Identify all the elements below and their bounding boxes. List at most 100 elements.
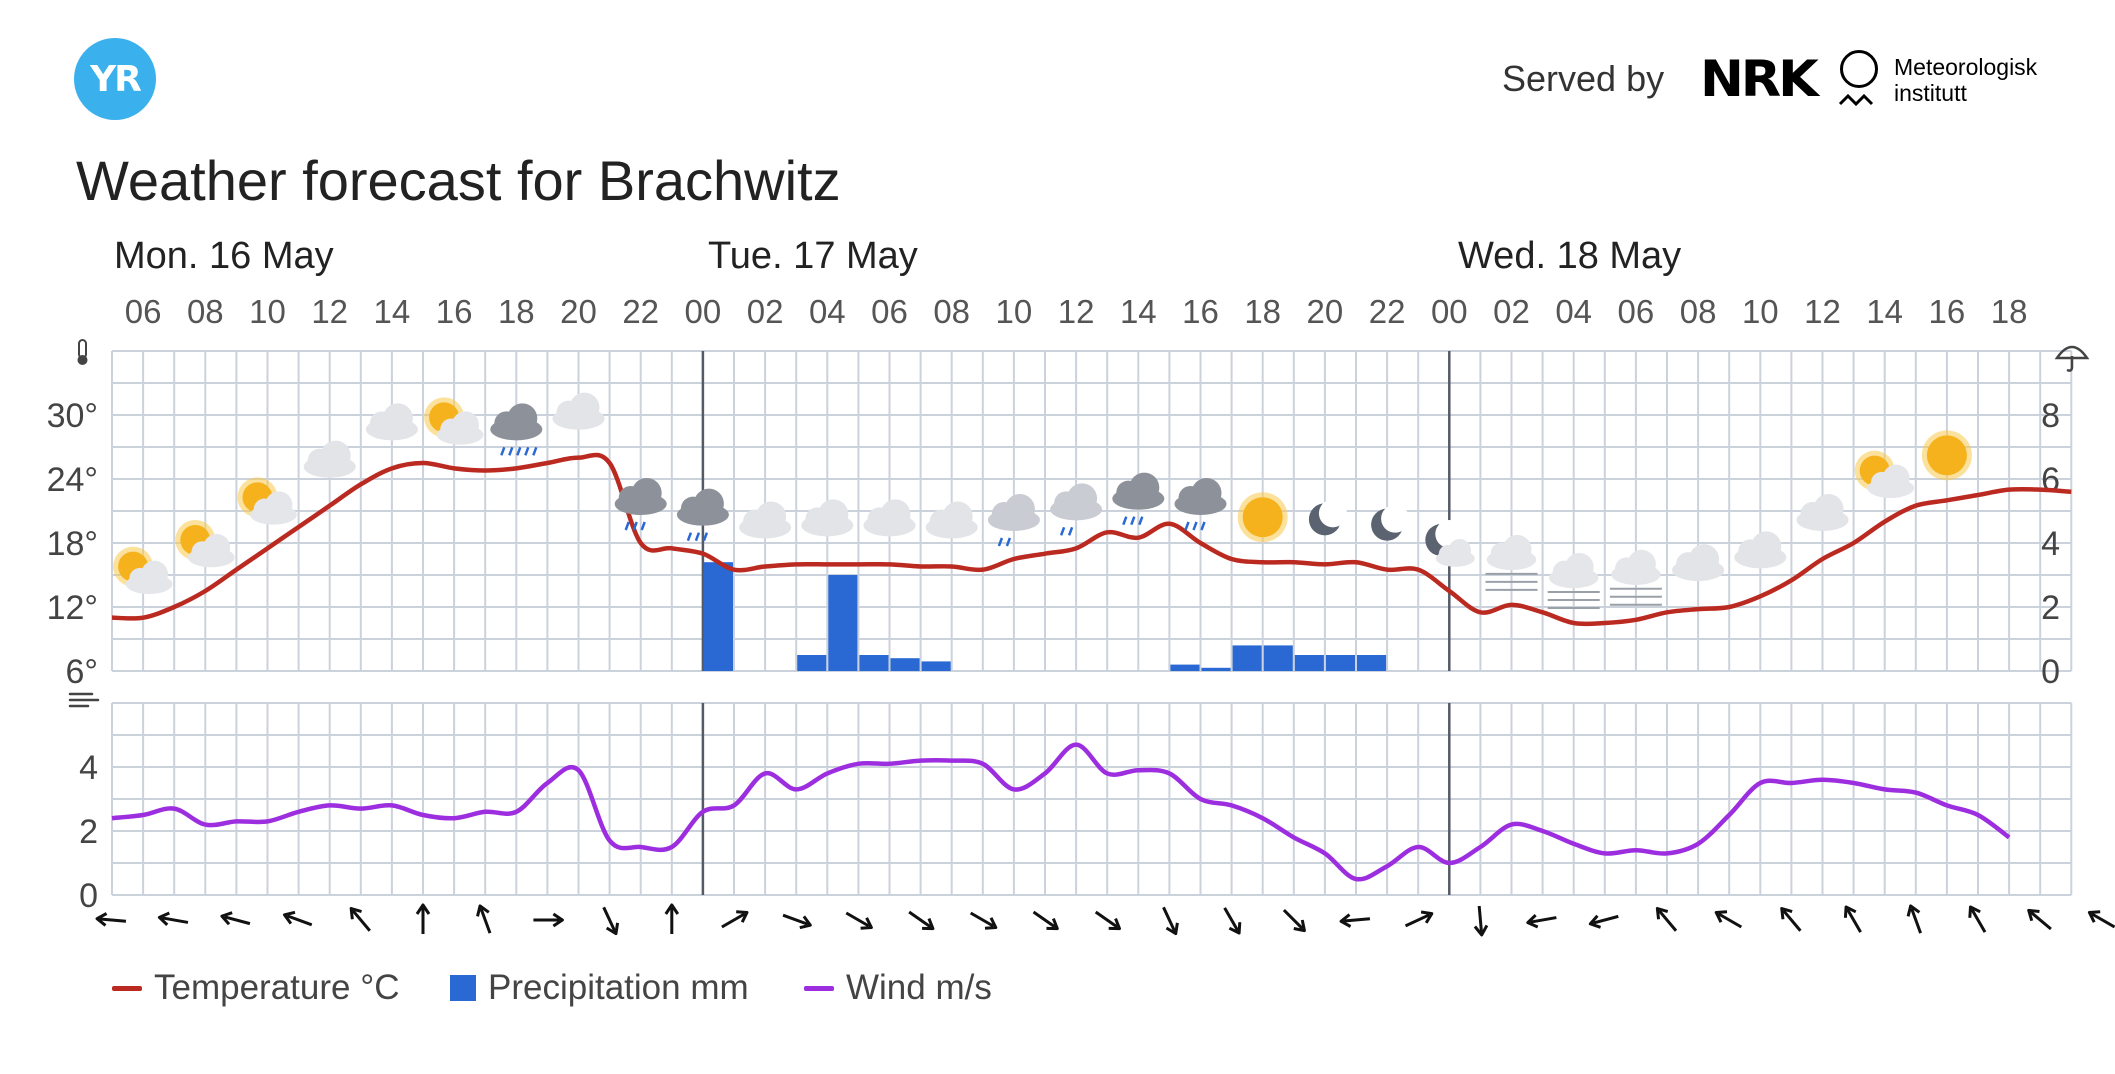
day-label: Mon. 16 May	[114, 235, 334, 277]
arrow-head	[415, 903, 431, 915]
arrow-head	[1108, 917, 1121, 931]
cloud-part	[1565, 553, 1594, 582]
rain-drop	[524, 446, 530, 456]
cloudy-icon	[365, 403, 418, 441]
precipitation-bar	[859, 655, 889, 671]
precipitation-bar	[1232, 645, 1262, 671]
partly-cloudy-day-icon	[175, 520, 235, 568]
precipitation-bar	[1263, 645, 1293, 671]
hour-label: 02	[1493, 293, 1530, 330]
wind-direction-arrow	[1473, 905, 1489, 937]
hour-label: 10	[1742, 293, 1779, 330]
precipitation-bar	[1325, 655, 1355, 671]
cloud-part	[1067, 483, 1098, 514]
precipitation-bar	[890, 658, 920, 671]
wind-direction-arrow	[602, 906, 620, 936]
cloud-part	[1004, 494, 1035, 524]
hour-label: 08	[187, 293, 224, 330]
arrow-head	[2087, 910, 2101, 923]
cloud-part	[756, 501, 787, 532]
cloudy-icon	[1734, 531, 1787, 569]
moon-cut	[1318, 499, 1347, 528]
arrow-shaft	[286, 914, 313, 927]
wind-direction-arrow	[721, 910, 749, 929]
precipitation-bar	[921, 661, 951, 671]
wind-direction-arrow	[1094, 910, 1121, 931]
rain-drop	[1192, 521, 1198, 531]
rain-drop	[1130, 516, 1136, 526]
partly-cloudy-night-icon	[1425, 520, 1475, 567]
met-logo-text[interactable]: Meteorologisk institutt	[1894, 54, 2037, 106]
wind-direction-arrow	[1032, 910, 1059, 931]
arrow-shaft	[351, 909, 371, 932]
precipitation-tick-label: 0	[2041, 653, 2060, 691]
rain-drop	[1059, 526, 1066, 536]
arrow-head	[1228, 922, 1242, 935]
arrow-head	[736, 910, 749, 923]
wind-direction-arrow	[95, 912, 127, 927]
precipitation-bar	[703, 562, 733, 671]
arrow-head	[1968, 905, 1981, 918]
hour-label: 14	[1866, 293, 1903, 330]
hour-label: 04	[1555, 293, 1592, 330]
arrow-head	[1473, 924, 1489, 937]
cloud-part	[880, 499, 911, 530]
arrow-shaft	[162, 916, 189, 924]
light-rain-icon	[987, 494, 1040, 547]
temperature-tick-label: 6°	[65, 653, 98, 691]
cloud-part	[1751, 531, 1782, 562]
arrow-shaft	[99, 917, 127, 923]
served-by-label: Served by	[1502, 58, 1665, 99]
rain-drop	[632, 521, 638, 531]
fog-icon	[1547, 553, 1600, 609]
arrow-head	[1906, 904, 1921, 917]
rain-drop	[1067, 526, 1074, 536]
precipitation-bar	[1170, 664, 1200, 671]
wind-direction-arrow	[1404, 910, 1434, 928]
rain-drop	[508, 446, 514, 456]
arrow-shaft	[721, 912, 746, 929]
arrow-shaft	[1658, 909, 1678, 932]
hour-label: 16	[436, 293, 473, 330]
rain-drop	[1005, 537, 1012, 547]
arrow-head	[1293, 919, 1306, 933]
wind-direction-arrow	[845, 911, 873, 930]
arrow-head	[799, 915, 812, 930]
arrow-shaft	[969, 911, 994, 928]
clear-night-icon	[1371, 504, 1410, 541]
hour-label: 16	[1929, 293, 1966, 330]
met-logo-icon[interactable]	[1840, 50, 1878, 88]
hour-label: 18	[1991, 293, 2028, 330]
cloudy-icon	[1796, 494, 1849, 531]
arrow-shaft	[602, 906, 617, 932]
chart-grid	[111, 350, 2073, 896]
cloud-part	[203, 534, 231, 561]
arrow-head	[1526, 914, 1539, 929]
wind-direction-arrow	[664, 903, 680, 934]
light-rain-icon	[1050, 483, 1103, 536]
wind-direction-arrow	[415, 903, 431, 934]
arrow-shaft	[1592, 914, 1619, 925]
yr-logo[interactable]: YR	[74, 38, 156, 120]
moon-cut	[1381, 504, 1410, 533]
rain-drop	[1138, 516, 1144, 526]
wind-direction-arrow	[157, 911, 189, 926]
cloudy-icon	[1672, 544, 1725, 582]
legend-temperature-label: Temperature °C	[154, 968, 400, 1007]
cloud-part	[693, 488, 724, 519]
cloud-part	[1813, 494, 1844, 524]
wind-direction-arrow	[533, 912, 564, 928]
cloud-part	[1448, 539, 1472, 562]
cloudy-icon	[739, 501, 792, 539]
hour-label: 12	[311, 293, 348, 330]
hour-label: 00	[685, 293, 722, 330]
hour-label: 06	[871, 293, 908, 330]
cloud-part	[265, 491, 293, 519]
hour-label: 16	[1182, 293, 1219, 330]
cloudy-icon	[863, 499, 916, 537]
rain-drop	[1200, 521, 1206, 531]
wind-direction-arrow	[1162, 906, 1179, 936]
nrk-logo[interactable]: NRK	[1700, 50, 1819, 108]
rain-drop	[516, 446, 522, 456]
hour-label: 22	[1369, 293, 1406, 330]
